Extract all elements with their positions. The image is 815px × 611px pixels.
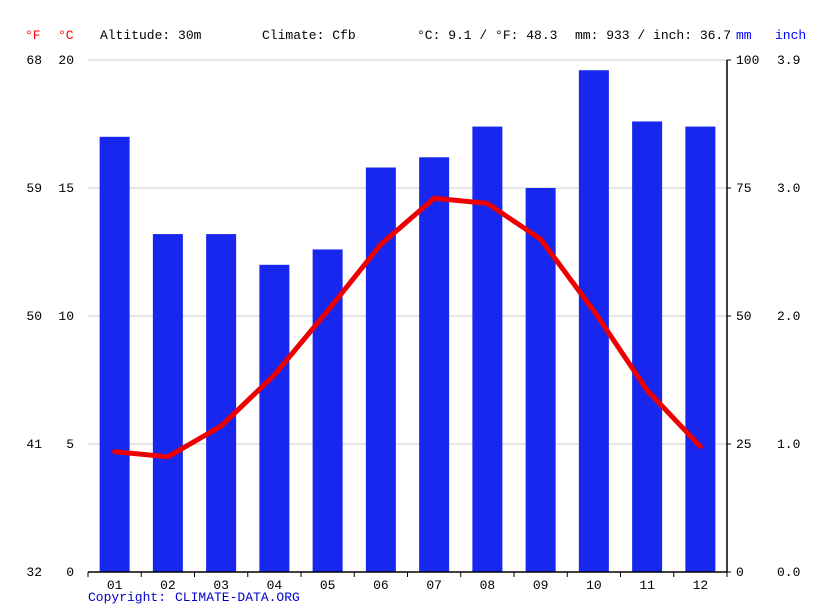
month-label-09: 09 bbox=[533, 578, 549, 593]
bar-month-05 bbox=[312, 249, 343, 572]
bar-month-12 bbox=[685, 126, 716, 572]
bar-month-06 bbox=[365, 167, 396, 572]
celsius-axis-title: °C bbox=[58, 28, 74, 43]
bar-month-09 bbox=[525, 188, 556, 572]
f-tick-label-2: 50 bbox=[26, 309, 42, 324]
fahrenheit-axis-title: °F bbox=[25, 28, 41, 43]
mm-tick-label-0: 100 bbox=[736, 53, 759, 68]
axis-labels-layer: 68 20 100 3.959 15 75 3.050 10 50 2.041 5 25 1.032 0 0… bbox=[26, 53, 800, 593]
inch-tick-label-3: 1.0 bbox=[777, 437, 800, 452]
month-label-12: 12 bbox=[693, 578, 709, 593]
f-tick-label-0: 68 bbox=[26, 53, 42, 68]
bar-month-01 bbox=[99, 136, 130, 573]
bar-month-04 bbox=[259, 264, 290, 572]
month-label-05: 05 bbox=[320, 578, 336, 593]
f-tick-label-4: 32 bbox=[26, 565, 42, 580]
bar-month-07 bbox=[419, 157, 450, 572]
month-label-01: 01 bbox=[107, 578, 123, 593]
c-tick-label-3: 5 bbox=[66, 437, 74, 452]
month-label-07: 07 bbox=[426, 578, 442, 593]
temperature-line-layer bbox=[112, 195, 703, 460]
f-tick-label-1: 59 bbox=[26, 181, 42, 196]
precipitation-bars bbox=[99, 70, 716, 573]
inch-tick-label-1: 3.0 bbox=[777, 181, 800, 196]
month-label-02: 02 bbox=[160, 578, 176, 593]
altitude-label: Altitude: 30m bbox=[100, 28, 202, 43]
copyright-label: Copyright: bbox=[88, 590, 166, 605]
bar-month-11 bbox=[632, 121, 663, 572]
grid-layer bbox=[88, 59, 727, 445]
month-label-11: 11 bbox=[639, 578, 655, 593]
inch-tick-label-0: 3.9 bbox=[777, 53, 800, 68]
c-tick-label-1: 15 bbox=[58, 181, 74, 196]
inch-tick-label-2: 2.0 bbox=[777, 309, 800, 324]
c-tick-label-0: 20 bbox=[58, 53, 74, 68]
c-tick-label-4: 0 bbox=[66, 565, 74, 580]
mm-tick-label-3: 25 bbox=[736, 437, 752, 452]
c-tick-label-2: 10 bbox=[58, 309, 74, 324]
inch-tick-label-4: 0.0 bbox=[777, 565, 800, 580]
month-label-08: 08 bbox=[480, 578, 496, 593]
bar-month-08 bbox=[472, 126, 503, 572]
mm-tick-label-4: 0 bbox=[736, 565, 744, 580]
climate-class-label: Climate: Cfb bbox=[262, 28, 356, 43]
bar-month-10 bbox=[578, 70, 609, 573]
axis-layer bbox=[87, 59, 731, 577]
bar-month-03 bbox=[206, 234, 237, 572]
temperature-summary: °C: 9.1 / °F: 48.3 bbox=[417, 28, 557, 43]
month-label-04: 04 bbox=[267, 578, 283, 593]
mm-tick-label-1: 75 bbox=[736, 181, 752, 196]
precipitation-summary: mm: 933 / inch: 36.7 bbox=[575, 28, 731, 43]
month-label-10: 10 bbox=[586, 578, 602, 593]
f-tick-label-3: 41 bbox=[26, 437, 42, 452]
mm-axis-title: mm bbox=[736, 28, 752, 43]
mm-tick-label-2: 50 bbox=[736, 309, 752, 324]
temperature-line bbox=[112, 195, 703, 460]
climate-data-link[interactable]: CLIMATE-DATA.ORG bbox=[175, 590, 300, 605]
inch-axis-title: inch bbox=[775, 28, 806, 43]
bar-month-02 bbox=[152, 234, 183, 572]
month-label-06: 06 bbox=[373, 578, 389, 593]
month-label-03: 03 bbox=[213, 578, 229, 593]
